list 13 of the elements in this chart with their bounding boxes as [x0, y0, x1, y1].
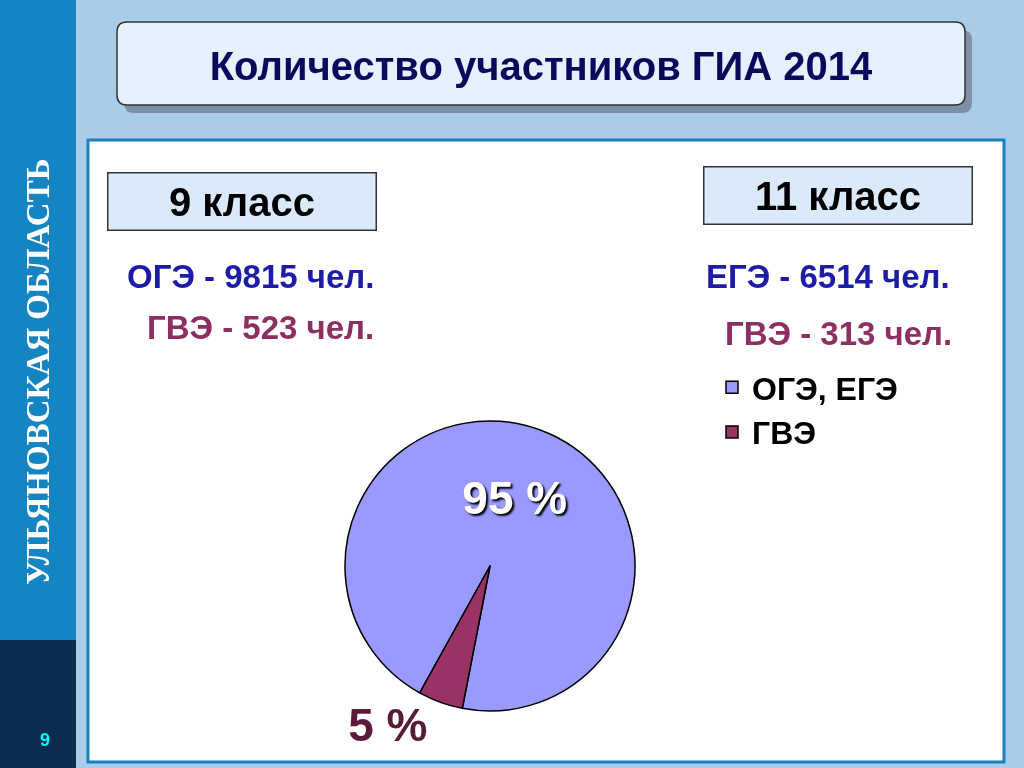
legend-label: ОГЭ, ЕГЭ [752, 370, 898, 407]
text: ЕГЭ - 6514 чел. [706, 258, 950, 295]
data-label: 5 % [348, 699, 428, 752]
text: 9 класс [168, 179, 316, 224]
text: УЛЬЯНОВСКАЯ ОБЛАСТЬ [20, 158, 56, 585]
text: ГВЭ - 523 чел. [147, 309, 375, 346]
data-label: 95 % [462, 471, 568, 524]
text: ОГЭ - 9815 чел. [127, 258, 375, 295]
text: ГВЭ - 313 чел. [725, 315, 953, 352]
legend-label: ГВЭ [752, 415, 817, 452]
text: 9 [40, 730, 51, 750]
text: 11 класс [754, 173, 922, 218]
chart-title: Количество участников ГИА 2014 [209, 44, 874, 88]
